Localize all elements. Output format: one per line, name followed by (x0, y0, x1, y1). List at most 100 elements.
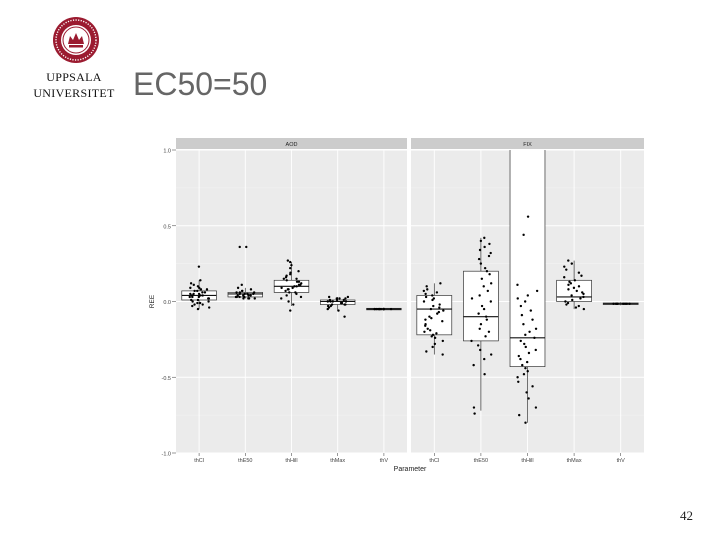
data-point (245, 245, 248, 249)
box-thhill (273, 259, 310, 312)
data-point (577, 271, 581, 274)
data-point (373, 307, 377, 311)
data-point (582, 292, 585, 296)
data-point (190, 298, 193, 302)
data-point (205, 288, 209, 291)
data-point (289, 260, 292, 264)
data-point (612, 302, 615, 305)
data-point (526, 215, 530, 218)
data-point (485, 270, 489, 273)
data-point (236, 286, 240, 290)
data-point (441, 353, 444, 356)
data-point (191, 295, 194, 299)
data-point (524, 333, 527, 337)
x-tick-label: thCl (194, 458, 204, 464)
data-point (487, 254, 491, 258)
data-point (488, 273, 491, 276)
data-point (430, 335, 433, 338)
facet-strip (411, 138, 644, 149)
data-point (436, 312, 439, 315)
logo-text-line1: UPPSALA (46, 70, 102, 84)
data-point (518, 413, 521, 417)
data-point (622, 302, 625, 305)
data-point (628, 302, 631, 305)
data-point (189, 292, 192, 296)
data-point (521, 363, 524, 367)
data-point (189, 282, 193, 285)
data-point (189, 286, 192, 290)
y-tick-label: 0.5 (163, 224, 171, 230)
data-point (484, 315, 488, 318)
box-thmax (320, 295, 356, 318)
data-point (192, 283, 195, 287)
data-point (326, 307, 329, 311)
data-point (286, 259, 290, 262)
data-point (483, 357, 486, 361)
data-point (579, 297, 582, 300)
data-point (295, 277, 298, 280)
data-point (569, 282, 573, 285)
data-point (574, 306, 578, 309)
data-point (297, 280, 301, 284)
data-point (426, 288, 429, 291)
data-point (482, 307, 486, 311)
data-point (329, 300, 332, 303)
facet-strip-label: FIX (523, 142, 532, 148)
data-point (580, 274, 583, 277)
data-point (344, 297, 347, 300)
data-point (438, 306, 441, 309)
data-point (344, 300, 348, 303)
data-point (295, 285, 298, 288)
x-tick-label: thHill (285, 458, 297, 464)
data-point (289, 266, 292, 270)
data-point (196, 307, 200, 311)
data-point (238, 245, 241, 249)
x-tick-label: thMax (330, 458, 345, 464)
data-point (479, 239, 483, 243)
data-point (342, 298, 345, 302)
x-tick-label: thE50 (474, 458, 488, 464)
data-point (483, 266, 487, 270)
data-point (425, 285, 428, 288)
data-point (525, 391, 528, 394)
data-point (470, 297, 474, 300)
data-point (523, 300, 527, 303)
data-point (428, 329, 432, 332)
data-point (378, 307, 381, 311)
data-point (623, 302, 627, 305)
data-point (240, 283, 243, 287)
data-point (479, 348, 482, 352)
boxplot-marks (181, 245, 402, 318)
data-point (441, 319, 444, 323)
data-point (191, 300, 194, 303)
data-point (389, 307, 393, 311)
data-point (577, 285, 581, 288)
data-point (524, 366, 527, 370)
data-point (424, 318, 427, 321)
data-point (326, 300, 330, 303)
data-point (299, 295, 303, 299)
university-seal-icon (53, 17, 99, 63)
x-tick-label: thHill (521, 458, 533, 464)
data-point (252, 292, 255, 296)
data-point (568, 280, 571, 284)
data-point (615, 302, 619, 305)
data-point (534, 348, 537, 352)
box-thv (366, 307, 402, 311)
data-point (564, 300, 567, 303)
data-point (293, 285, 296, 288)
data-point (439, 282, 442, 285)
box-iqr (416, 295, 453, 336)
data-point (329, 304, 333, 308)
data-point (516, 376, 519, 379)
data-point (522, 373, 526, 376)
data-point (482, 285, 485, 288)
data-point (243, 292, 246, 296)
box-the50 (227, 245, 263, 300)
data-point (238, 295, 241, 299)
data-point (203, 291, 207, 294)
data-point (375, 307, 378, 311)
data-point (486, 289, 490, 293)
data-point (338, 297, 341, 300)
data-point (489, 300, 493, 303)
